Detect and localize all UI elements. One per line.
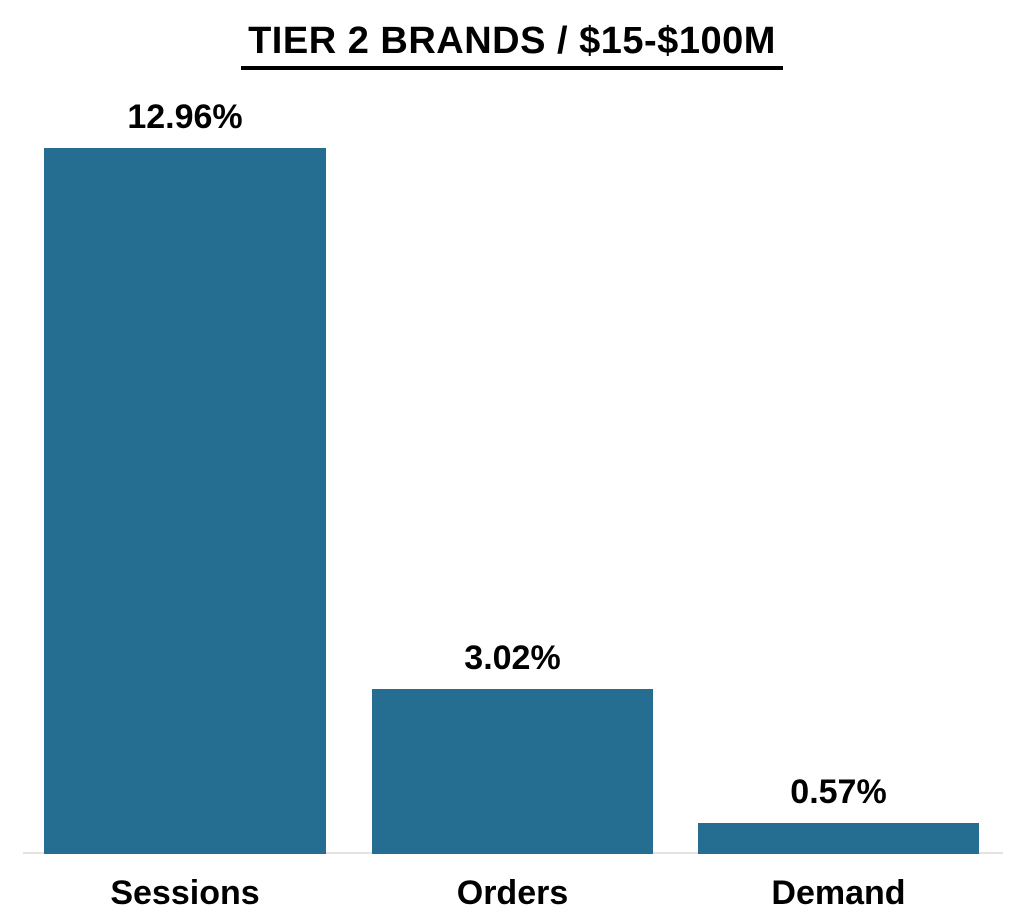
bar-value-label-orders: 3.02% [464, 639, 561, 677]
bar-value-label-demand: 0.57% [790, 773, 887, 811]
x-tick-label-demand: Demand [771, 874, 906, 912]
bar-orders [372, 689, 653, 854]
x-tick-label-orders: Orders [456, 874, 569, 912]
bar-value-label-sessions: 12.96% [127, 98, 243, 136]
chart-title-row: TIER 2 BRANDS / $15-$100M [0, 21, 1024, 70]
chart-title: TIER 2 BRANDS / $15-$100M [241, 21, 783, 70]
bar-demand [698, 823, 979, 854]
x-tick-label-sessions: Sessions [110, 874, 260, 912]
bar-sessions [44, 148, 326, 854]
